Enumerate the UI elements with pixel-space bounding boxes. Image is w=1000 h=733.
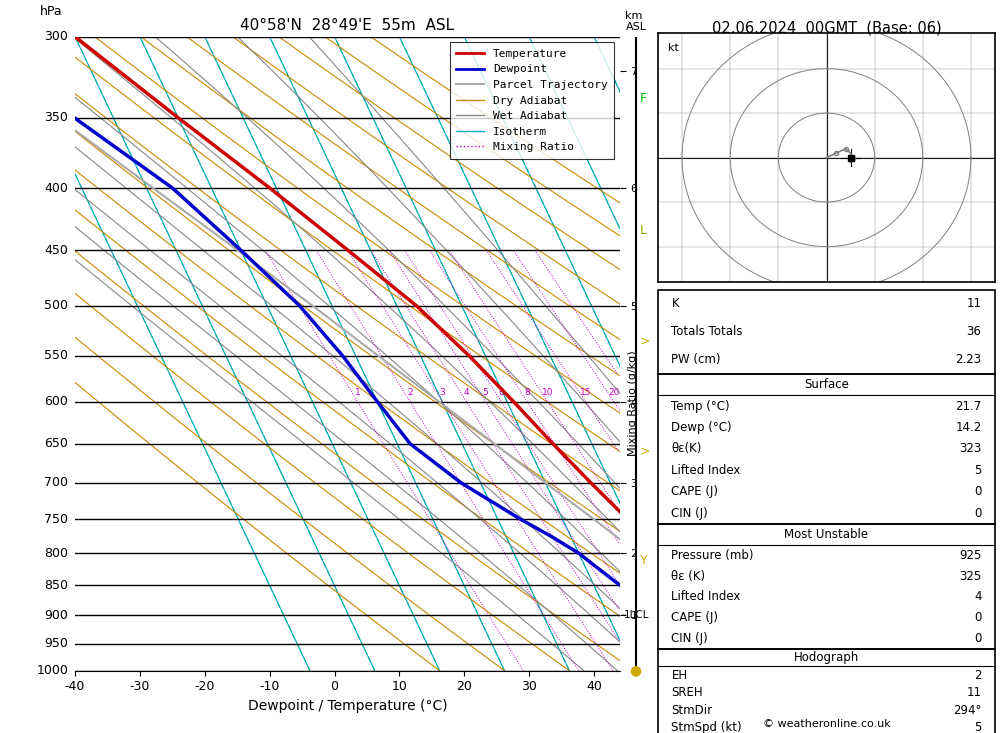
Text: 10: 10: [542, 388, 553, 397]
Text: L: L: [640, 224, 647, 237]
Text: 20: 20: [608, 388, 619, 397]
Text: >: >: [640, 444, 650, 457]
Text: 0: 0: [974, 485, 982, 498]
Text: 323: 323: [959, 443, 982, 455]
Text: StmDir: StmDir: [671, 704, 713, 717]
Text: 3: 3: [440, 388, 445, 397]
Text: 5: 5: [974, 464, 982, 477]
Text: CAPE (J): CAPE (J): [671, 611, 718, 624]
Text: Most Unstable: Most Unstable: [784, 528, 869, 541]
Text: 600: 600: [44, 395, 68, 408]
Text: 925: 925: [959, 549, 982, 561]
Text: 11: 11: [967, 297, 982, 310]
Text: 5: 5: [483, 388, 488, 397]
Text: 1LCL: 1LCL: [624, 610, 650, 620]
Text: 650: 650: [44, 438, 68, 450]
Text: Temp (°C): Temp (°C): [671, 399, 730, 413]
Text: StmSpd (kt): StmSpd (kt): [671, 721, 742, 733]
Text: ●: ●: [629, 663, 641, 678]
Text: © weatheronline.co.uk: © weatheronline.co.uk: [763, 719, 890, 729]
Text: Y: Y: [640, 554, 648, 567]
Text: Lifted Index: Lifted Index: [671, 590, 741, 603]
Text: CIN (J): CIN (J): [671, 632, 708, 645]
Text: 325: 325: [959, 570, 982, 583]
Text: 0: 0: [974, 632, 982, 645]
Text: 5: 5: [974, 721, 982, 733]
Text: EH: EH: [671, 668, 688, 682]
X-axis label: Dewpoint / Temperature (°C): Dewpoint / Temperature (°C): [248, 699, 447, 713]
Text: 1: 1: [355, 388, 360, 397]
Text: Lifted Index: Lifted Index: [671, 464, 741, 477]
Text: K: K: [671, 297, 679, 310]
Text: Dewp (°C): Dewp (°C): [671, 421, 732, 434]
Legend: Temperature, Dewpoint, Parcel Trajectory, Dry Adiabat, Wet Adiabat, Isotherm, Mi: Temperature, Dewpoint, Parcel Trajectory…: [450, 43, 614, 159]
Text: 2: 2: [407, 388, 413, 397]
Text: Mixing Ratio (g/kg): Mixing Ratio (g/kg): [628, 350, 638, 456]
Text: 450: 450: [44, 243, 68, 257]
Text: 15: 15: [580, 388, 591, 397]
Text: CAPE (J): CAPE (J): [671, 485, 718, 498]
Text: 0: 0: [974, 611, 982, 624]
Text: Pressure (mb): Pressure (mb): [671, 549, 754, 561]
Text: Totals Totals: Totals Totals: [671, 325, 743, 338]
Text: CIN (J): CIN (J): [671, 507, 708, 520]
Text: 02.06.2024  00GMT  (Base: 06): 02.06.2024 00GMT (Base: 06): [712, 21, 941, 35]
Text: Surface: Surface: [804, 378, 849, 391]
Text: 36: 36: [967, 325, 982, 338]
Title: 40°58'N  28°49'E  55m  ASL: 40°58'N 28°49'E 55m ASL: [240, 18, 455, 33]
Text: kt: kt: [668, 43, 679, 53]
Text: F: F: [640, 92, 647, 106]
Text: PW (cm): PW (cm): [671, 353, 721, 366]
Text: 700: 700: [44, 476, 68, 490]
Text: 2: 2: [974, 668, 982, 682]
Text: 11: 11: [967, 686, 982, 699]
Text: 750: 750: [44, 512, 68, 526]
Text: 950: 950: [44, 637, 68, 650]
Text: 1000: 1000: [36, 664, 68, 677]
Text: 400: 400: [44, 182, 68, 195]
Text: 900: 900: [44, 608, 68, 622]
Text: 294°: 294°: [953, 704, 982, 717]
Text: 6: 6: [499, 388, 504, 397]
Text: 21.7: 21.7: [955, 399, 982, 413]
Text: SREH: SREH: [671, 686, 703, 699]
Text: 14.2: 14.2: [955, 421, 982, 434]
Text: 800: 800: [44, 547, 68, 560]
Text: 850: 850: [44, 578, 68, 592]
Text: 300: 300: [44, 30, 68, 43]
Text: 4: 4: [974, 590, 982, 603]
Text: θε (K): θε (K): [671, 570, 706, 583]
Text: 500: 500: [44, 299, 68, 312]
Text: 550: 550: [44, 350, 68, 362]
Text: km
ASL: km ASL: [625, 11, 646, 32]
Text: θε(K): θε(K): [671, 443, 702, 455]
Text: 8: 8: [524, 388, 530, 397]
Text: 0: 0: [974, 507, 982, 520]
Text: Hodograph: Hodograph: [794, 651, 859, 664]
Text: >: >: [640, 334, 650, 347]
Text: hPa: hPa: [40, 4, 62, 18]
Text: 4: 4: [464, 388, 469, 397]
Text: 350: 350: [44, 111, 68, 125]
Text: 2.23: 2.23: [955, 353, 982, 366]
